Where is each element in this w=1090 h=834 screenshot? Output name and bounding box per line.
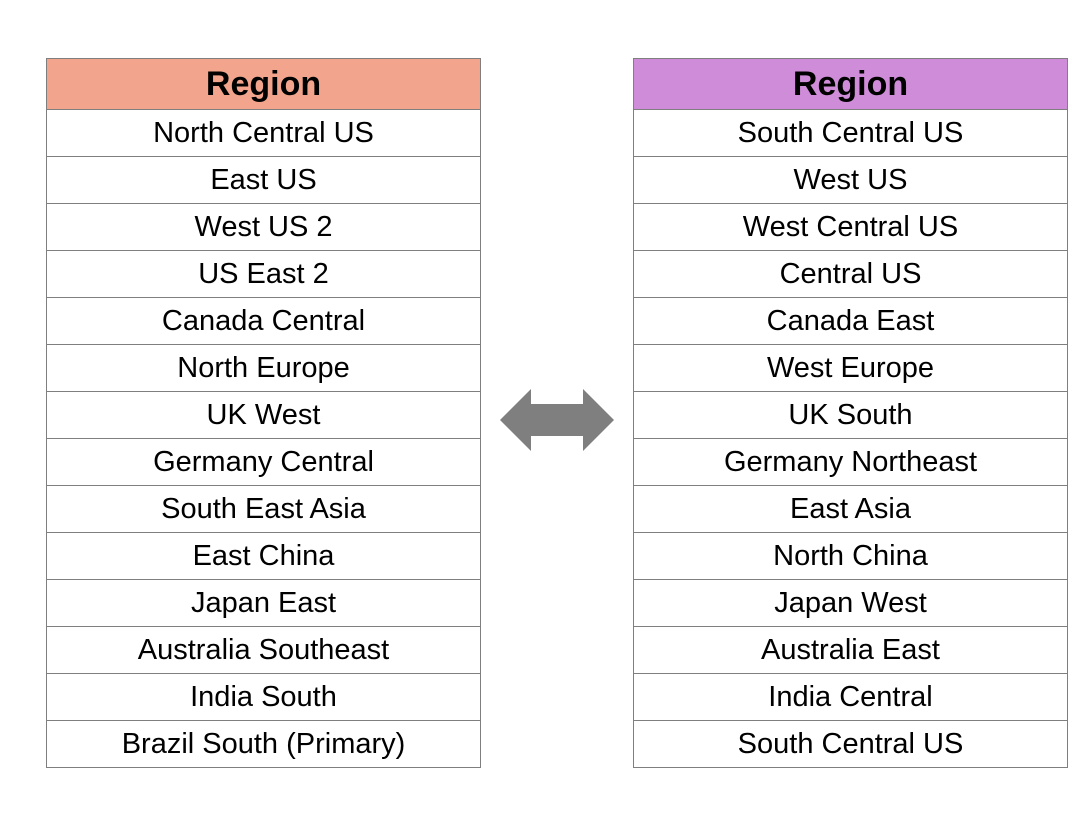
region-cell: South Central US — [633, 720, 1068, 768]
table-row: North China — [633, 532, 1068, 580]
table-row: Central US — [633, 250, 1068, 298]
region-cell: Germany Northeast — [633, 438, 1068, 486]
region-cell: Central US — [633, 250, 1068, 298]
table-row: North Central US — [46, 109, 481, 157]
table-row: Canada Central — [46, 297, 481, 345]
region-cell: West Europe — [633, 344, 1068, 392]
region-header: Region — [633, 58, 1068, 110]
region-cell: East US — [46, 156, 481, 204]
region-cell: Japan West — [633, 579, 1068, 627]
region-cell: Canada Central — [46, 297, 481, 345]
region-cell: North China — [633, 532, 1068, 580]
table-row: Germany Northeast — [633, 438, 1068, 486]
region-cell: US East 2 — [46, 250, 481, 298]
table-row: North Europe — [46, 344, 481, 392]
region-cell: Australia East — [633, 626, 1068, 674]
table-row: West US 2 — [46, 203, 481, 251]
table-row: East US — [46, 156, 481, 204]
region-cell: Canada East — [633, 297, 1068, 345]
table-row: UK South — [633, 391, 1068, 439]
table-row: West Central US — [633, 203, 1068, 251]
table-row: South Central US — [633, 720, 1068, 768]
table-row: Australia East — [633, 626, 1068, 674]
region-cell: Germany Central — [46, 438, 481, 486]
table-row: East China — [46, 532, 481, 580]
table-row: Japan West — [633, 579, 1068, 627]
table-row: Japan East — [46, 579, 481, 627]
primary-region-table: Region North Central US East US West US … — [46, 58, 481, 768]
table-header-row: Region — [633, 58, 1068, 110]
table-row: India Central — [633, 673, 1068, 721]
table-row: Brazil South (Primary) — [46, 720, 481, 768]
table-row: US East 2 — [46, 250, 481, 298]
table-row: South Central US — [633, 109, 1068, 157]
region-cell: West Central US — [633, 203, 1068, 251]
table-header-row: Region — [46, 58, 481, 110]
double-headed-arrow-shape — [500, 389, 614, 451]
region-cell: North Europe — [46, 344, 481, 392]
region-cell: East Asia — [633, 485, 1068, 533]
region-cell: UK West — [46, 391, 481, 439]
region-cell: South East Asia — [46, 485, 481, 533]
region-cell: East China — [46, 532, 481, 580]
region-cell: West US — [633, 156, 1068, 204]
table-row: Canada East — [633, 297, 1068, 345]
table-row: South East Asia — [46, 485, 481, 533]
region-cell: South Central US — [633, 109, 1068, 157]
region-cell: Japan East — [46, 579, 481, 627]
region-cell: Australia Southeast — [46, 626, 481, 674]
region-cell: West US 2 — [46, 203, 481, 251]
region-cell: North Central US — [46, 109, 481, 157]
table-row: Germany Central — [46, 438, 481, 486]
table-row: Australia Southeast — [46, 626, 481, 674]
region-cell: India South — [46, 673, 481, 721]
region-cell: India Central — [633, 673, 1068, 721]
region-cell: Brazil South (Primary) — [46, 720, 481, 768]
region-header: Region — [46, 58, 481, 110]
table-row: West US — [633, 156, 1068, 204]
table-row: UK West — [46, 391, 481, 439]
table-row: East Asia — [633, 485, 1068, 533]
table-row: India South — [46, 673, 481, 721]
table-row: West Europe — [633, 344, 1068, 392]
double-headed-arrow-icon — [500, 389, 614, 451]
region-cell: UK South — [633, 391, 1068, 439]
paired-region-table: Region South Central US West US West Cen… — [633, 58, 1068, 768]
